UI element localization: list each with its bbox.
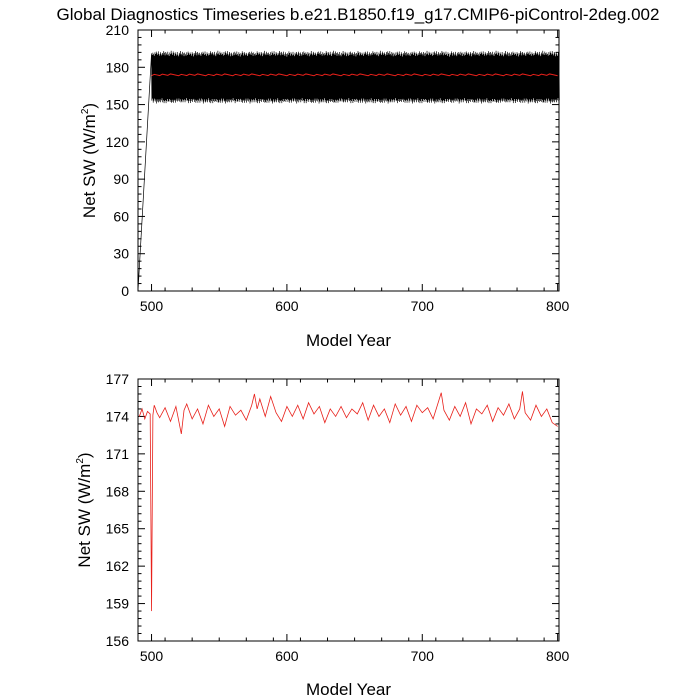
y-tick-label: 174 xyxy=(106,408,130,424)
y-tick-label: 180 xyxy=(106,59,130,75)
x-tick-label: 600 xyxy=(275,648,299,664)
bottom-panel-y-label-superscript: 2 xyxy=(75,458,86,464)
y-tick-label: 177 xyxy=(106,371,130,387)
bottom-panel-y-label-close: ) xyxy=(75,452,94,458)
top-panel-ticks xyxy=(137,29,559,292)
bottom-panel-x-tick-labels: 500 600 700 800 xyxy=(140,648,570,664)
x-tick-label: 600 xyxy=(275,298,299,314)
top-panel-x-tick-labels: 500 600 700 800 xyxy=(140,298,570,314)
top-panel-y-axis-label: Net SW (W/m2) xyxy=(80,103,99,218)
x-tick-label: 700 xyxy=(411,298,435,314)
bottom-panel-frame xyxy=(137,378,560,642)
bottom-panel-x-axis-label: Model Year xyxy=(306,680,391,699)
bottom-panel-y-tick-labels: 156 159 162 165 168 171 174 177 xyxy=(106,371,130,649)
x-tick-label: 700 xyxy=(411,648,435,664)
bottom-panel-y-label-main: Net SW (W/m xyxy=(75,464,94,568)
x-tick-label: 800 xyxy=(546,298,570,314)
top-panel-y-tick-labels: 0 30 60 90 120 150 180 210 xyxy=(106,22,130,299)
x-tick-label: 800 xyxy=(546,648,570,664)
x-tick-label: 500 xyxy=(140,648,164,664)
top-panel-annual-mean-line xyxy=(151,73,558,77)
y-tick-label: 0 xyxy=(121,283,129,299)
top-panel-y-label-main: Net SW (W/m xyxy=(80,114,99,218)
y-tick-label: 90 xyxy=(113,171,129,187)
y-tick-label: 156 xyxy=(106,633,130,649)
chart-title: Global Diagnostics Timeseries b.e21.B185… xyxy=(57,5,660,24)
top-panel-y-label-close: ) xyxy=(80,103,99,109)
y-tick-label: 159 xyxy=(106,596,130,612)
y-tick-label: 120 xyxy=(106,134,130,150)
y-tick-label: 150 xyxy=(106,97,130,113)
top-panel-y-label-superscript: 2 xyxy=(80,108,91,114)
bottom-panel: 156 159 162 165 168 171 174 177 500 600 700 800 Mo… xyxy=(75,371,570,699)
bottom-panel-y-axis-label: Net SW (W/m2) xyxy=(75,452,94,567)
y-tick-label: 60 xyxy=(113,208,129,224)
y-tick-label: 165 xyxy=(106,521,130,537)
y-tick-label: 30 xyxy=(113,246,129,262)
top-panel: 0 30 60 90 120 150 180 210 500 600 700 800 Model Y… xyxy=(80,22,570,350)
bottom-panel-ticks xyxy=(137,378,559,642)
bottom-panel-annual-series-line xyxy=(138,391,558,612)
y-tick-label: 162 xyxy=(106,558,130,574)
top-panel-frame xyxy=(137,29,560,292)
top-panel-x-axis-label: Model Year xyxy=(306,331,391,350)
top-panel-monthly-series-line xyxy=(137,50,560,292)
y-tick-label: 168 xyxy=(106,483,130,499)
x-tick-label: 500 xyxy=(140,298,164,314)
y-tick-label: 210 xyxy=(106,22,130,38)
y-tick-label: 171 xyxy=(106,446,130,462)
